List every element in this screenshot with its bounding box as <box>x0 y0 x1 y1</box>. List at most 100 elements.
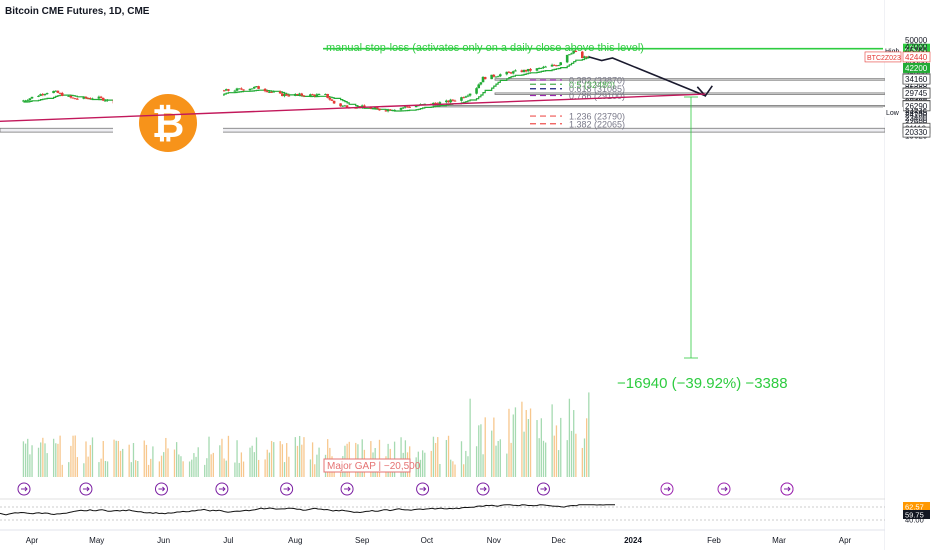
dividend-icon[interactable] <box>536 482 550 496</box>
time-tick-label: Jun <box>157 536 170 545</box>
dividend-icon[interactable] <box>476 482 490 496</box>
volume-bar <box>137 460 139 477</box>
price-axis[interactable]: 5000044000420004000038000360003400032500… <box>864 0 932 550</box>
volume-bar <box>238 462 240 477</box>
volume-bar <box>527 419 530 477</box>
volume-bar <box>469 398 471 477</box>
volume-bar <box>557 450 560 477</box>
candle <box>464 96 468 98</box>
volume-bar <box>266 449 268 477</box>
dividend-icon[interactable] <box>154 482 168 496</box>
level-flag-label: 26290 <box>905 102 928 111</box>
volume-bar <box>283 462 286 477</box>
volume-bar <box>316 454 318 477</box>
volume-bar <box>208 436 210 477</box>
volume-bar <box>286 443 288 477</box>
candle <box>550 64 554 67</box>
volume-bar <box>158 461 161 477</box>
volume-bar <box>197 447 199 477</box>
candle <box>106 99 109 101</box>
candle <box>544 66 547 68</box>
volume-bar <box>128 444 130 477</box>
dividend-icon[interactable] <box>215 482 229 496</box>
volume-bar <box>42 437 44 477</box>
volume-bar <box>279 441 281 477</box>
volume-bar <box>281 444 284 477</box>
dividend-icon[interactable] <box>717 482 731 496</box>
volume-bar <box>318 447 320 477</box>
candle <box>28 98 32 101</box>
candle <box>406 106 409 108</box>
ticker-flag <box>864 51 902 63</box>
measure-tool[interactable]: −16940 (−39.92%) −3388 <box>617 96 788 392</box>
candle <box>265 91 269 93</box>
volume-bar <box>566 440 568 477</box>
fib-level-label: 0.618 (31085) <box>569 84 625 94</box>
volume-bar <box>553 435 555 477</box>
candle <box>481 76 485 83</box>
volume-bar <box>301 444 303 477</box>
price-tick-label: 47000 <box>905 43 928 52</box>
dividend-icon[interactable] <box>280 482 294 496</box>
candle <box>393 109 396 111</box>
volume-bar <box>122 448 124 477</box>
candle <box>58 92 62 94</box>
volume-bar <box>424 452 426 477</box>
dividend-icon[interactable] <box>340 482 354 496</box>
time-tick-label: Apr <box>26 536 39 545</box>
gap-annotation[interactable]: Major GAP | −20,500 <box>323 458 421 473</box>
fibonacci-levels: 0.382 (33870)0.5 (32480)0.618 (31085)0.7… <box>530 75 625 129</box>
volume-bar <box>59 435 61 477</box>
volume-bar <box>454 464 456 477</box>
volume-bar <box>119 450 122 477</box>
volume-bar <box>480 424 482 477</box>
volume-bar <box>212 452 214 477</box>
time-axis[interactable]: Apr May Jun Jul Aug Sep Oct Nov Dec 2024 Feb Mar Apr <box>26 536 852 545</box>
volume-bar <box>491 430 493 477</box>
volume-bar <box>475 446 478 477</box>
dividend-icon[interactable] <box>780 482 794 496</box>
dividend-icon[interactable] <box>660 482 674 496</box>
volume-bar <box>432 436 435 477</box>
candle <box>54 90 58 92</box>
candle <box>404 106 407 108</box>
candle <box>483 76 487 80</box>
volume-bar <box>495 445 497 477</box>
projection-arrow-1-head <box>696 85 713 98</box>
volume-bar <box>506 453 508 477</box>
chart-title: Bitcoin CME Futures, 1D, CME <box>5 6 150 17</box>
candle <box>447 100 450 103</box>
volume-bar <box>106 461 109 477</box>
volume-bar <box>417 451 419 477</box>
volume-bar <box>70 445 72 477</box>
projection-arrow-2[interactable] <box>0 93 706 123</box>
candle <box>300 93 304 96</box>
dividend-icon[interactable] <box>79 482 93 496</box>
volume-bar <box>551 404 553 477</box>
volume-bar <box>37 447 40 477</box>
volume-bar <box>236 440 238 477</box>
candle <box>529 68 532 71</box>
fib-level-label: 0.5 (32480) <box>569 80 615 90</box>
volume-bar <box>182 461 184 477</box>
projection-arrow-1[interactable] <box>588 56 706 97</box>
dividend-icon[interactable] <box>416 482 430 496</box>
candle <box>520 70 524 73</box>
volume-bar <box>311 442 314 477</box>
volume-bar <box>104 460 107 477</box>
candle <box>542 66 545 68</box>
candle <box>324 93 327 95</box>
volume-bar <box>204 464 206 477</box>
volume-bar <box>219 445 221 477</box>
candle <box>242 89 245 91</box>
candle <box>580 51 584 59</box>
candle <box>475 88 478 94</box>
candle <box>270 91 273 93</box>
volume-bar <box>400 437 402 477</box>
dividend-icon[interactable] <box>17 482 31 496</box>
candle <box>527 68 530 72</box>
volume-bar <box>46 453 48 477</box>
candle <box>52 90 55 94</box>
time-tick-label: Aug <box>288 536 302 545</box>
candle <box>281 93 284 97</box>
